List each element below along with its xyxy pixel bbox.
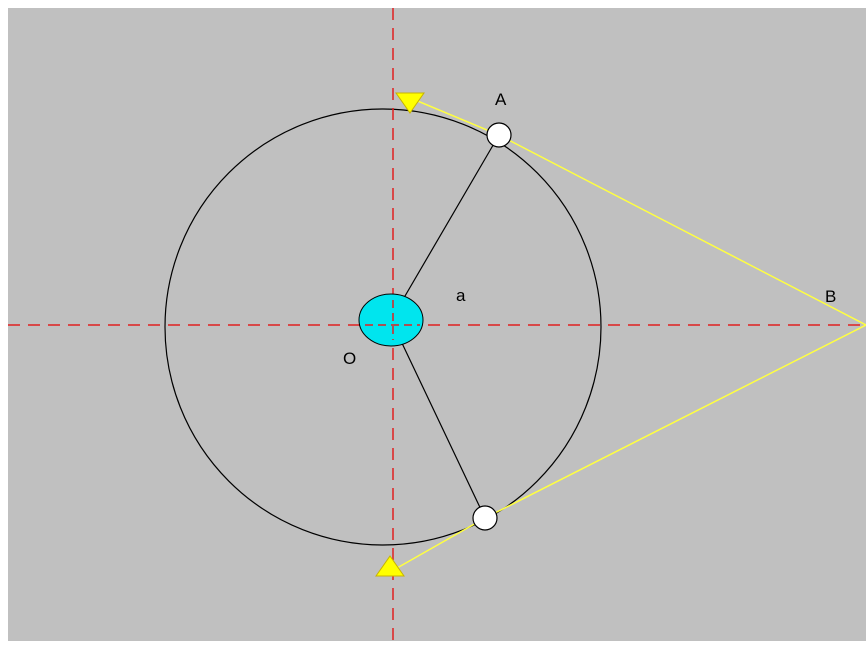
arrow-top: [395, 92, 425, 114]
point-a: [486, 122, 512, 148]
rod-lower: [390, 319, 486, 519]
label-a: A: [495, 90, 507, 109]
point-lower: [472, 505, 498, 531]
arrow-bottom: [375, 555, 405, 577]
label-angle: a: [456, 286, 466, 305]
label-b: B: [825, 287, 836, 306]
tangent-lines: [389, 96, 866, 573]
rod-upper: [390, 134, 500, 321]
center-hub: [358, 293, 424, 347]
circle: [164, 108, 602, 546]
label-o: O: [343, 349, 356, 368]
